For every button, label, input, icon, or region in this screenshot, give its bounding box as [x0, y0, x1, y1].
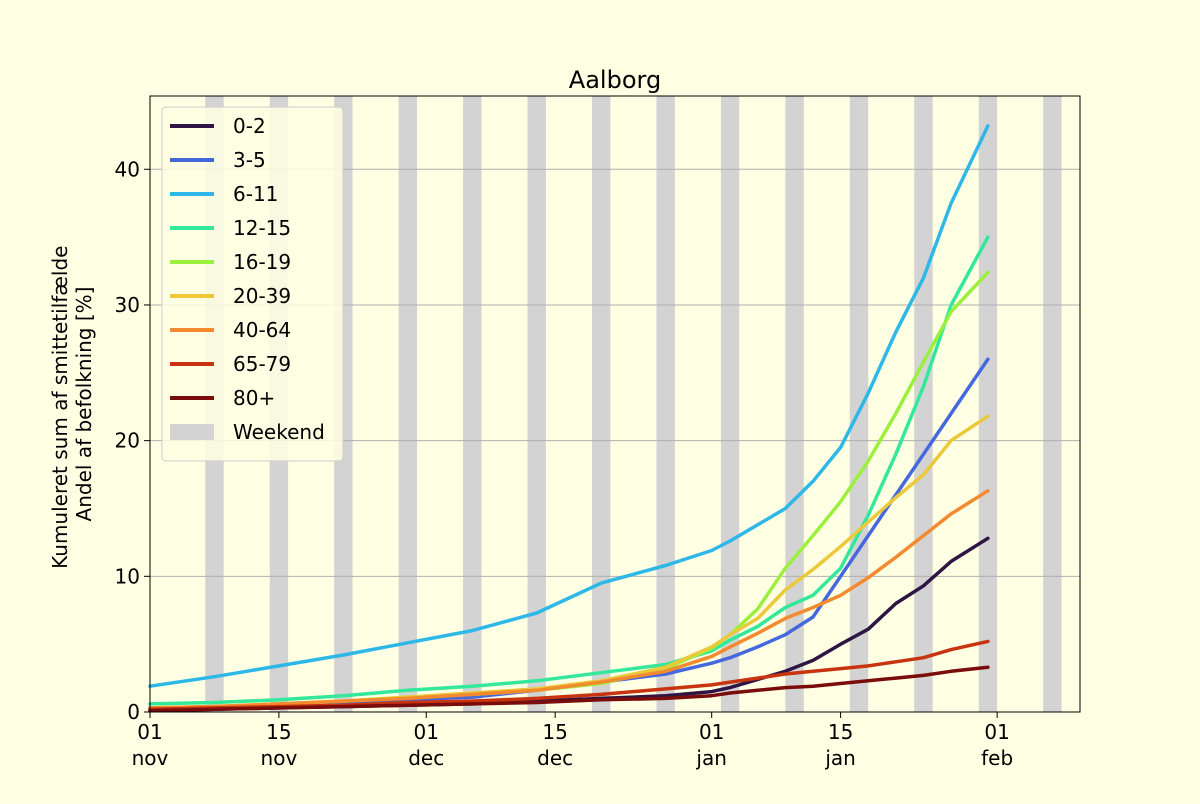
weekend-band	[1043, 96, 1062, 712]
weekend-bands	[205, 96, 1062, 712]
series-line-40-64	[148, 489, 990, 710]
x-tick-month: jan	[824, 746, 856, 770]
x-tick-month: feb	[981, 746, 1013, 770]
weekend-band	[914, 96, 933, 712]
y-tick-label: 10	[115, 564, 140, 588]
weekend-band	[591, 96, 611, 712]
series-line-12-15	[148, 235, 990, 706]
series-line-80+	[148, 665, 990, 713]
series-line-6-11	[148, 124, 990, 688]
x-tick-day: 01	[699, 720, 724, 744]
legend-label: 20-39	[233, 284, 291, 308]
legend-label: 6-11	[233, 182, 278, 206]
x-tick-month: nov	[132, 746, 169, 770]
weekend-band	[849, 96, 869, 712]
chart-title: Aalborg	[569, 66, 661, 94]
x-tick-label: 01 feb	[981, 720, 1013, 770]
x-tick-day: 01	[137, 720, 162, 744]
x-tick-month: jan	[695, 746, 727, 770]
weekend-band	[656, 96, 675, 712]
y-tick-label: 30	[115, 293, 140, 317]
x-tick-month: dec	[537, 746, 573, 770]
y-axis-label: Kumuleret sum af smittetilfælde Andel af…	[48, 239, 96, 569]
x-tick-day: 01	[414, 720, 439, 744]
weekend-band	[785, 96, 804, 712]
legend-swatch-weekend	[170, 424, 214, 440]
plot-frame	[149, 95, 1081, 713]
x-tick-label: 15 jan	[824, 720, 856, 770]
x-tick-label: 15 dec	[537, 720, 573, 770]
legend-label: 0-2	[233, 114, 266, 138]
y-axis-label-line-1: Kumuleret sum af smittetilfælde	[48, 246, 72, 569]
legend-label: 65-79	[233, 352, 291, 376]
x-tick-month: dec	[408, 746, 444, 770]
y-axis-label-line-2: Andel af befolkning [%]	[72, 287, 96, 522]
legend-label: 3-5	[233, 148, 266, 172]
x-tick-label: 15 nov	[261, 720, 298, 770]
x-tick-day: 15	[266, 720, 291, 744]
legend-label: 12-15	[233, 216, 291, 240]
y-tick-label: 40	[115, 157, 140, 181]
legend-label-weekend: Weekend	[233, 420, 325, 444]
weekend-band	[398, 96, 418, 712]
x-tick-label: 01 dec	[408, 720, 444, 770]
weekend-band	[978, 96, 998, 712]
series-lines	[148, 124, 990, 713]
legend-label: 80+	[233, 386, 275, 410]
legend-label: 16-19	[233, 250, 291, 274]
x-tick-month: nov	[261, 746, 298, 770]
weekend-band	[463, 96, 482, 712]
x-tick-label: 01 jan	[695, 720, 727, 770]
x-tick-day: 15	[828, 720, 853, 744]
y-axis: 0 10 20 30 40	[115, 157, 150, 724]
legend-label: 40-64	[233, 318, 291, 342]
legend: 0-2 3-5 6-11 12-15 16-19 20-39 40-64 65-79 80+ We…	[161, 106, 344, 462]
weekend-band	[527, 96, 546, 712]
weekend-band	[720, 96, 740, 712]
y-tick-label: 20	[115, 429, 140, 453]
x-tick-label: 01 nov	[132, 720, 169, 770]
x-tick-day: 15	[542, 720, 567, 744]
y-tick-label: 0	[127, 700, 140, 724]
x-tick-day: 01	[984, 720, 1009, 744]
